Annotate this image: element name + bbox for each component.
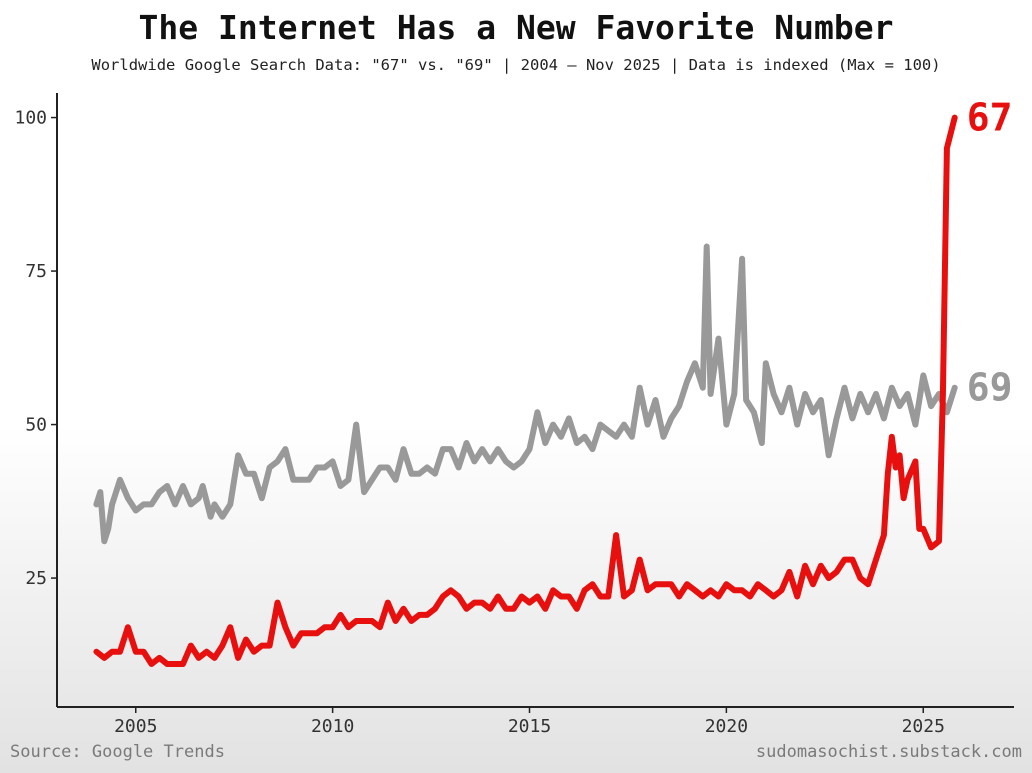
tick-marks: 25 50 75 100 2005 2010 2015 2020 2025 [14, 108, 944, 737]
x-tick-label: 2010 [311, 716, 354, 737]
source-note: Source: Google Trends [10, 742, 225, 762]
series-end-label-69: 69 [967, 366, 1013, 410]
credit-note: sudomasochist.substack.com [755, 742, 1022, 762]
x-tick-label: 2015 [508, 716, 551, 737]
axes [56, 93, 1014, 708]
y-tick-label: 100 [14, 108, 47, 129]
y-tick-label: 50 [25, 415, 47, 436]
y-tick-label: 25 [25, 568, 47, 589]
y-tick-label: 75 [25, 261, 47, 282]
end-labels: 69 67 [967, 96, 1013, 410]
chart-subtitle: Worldwide Google Search Data: "67" vs. "… [91, 56, 941, 74]
x-tick-label: 2025 [902, 716, 945, 737]
series-lines [93, 114, 958, 667]
series-line-69 [93, 243, 958, 545]
series-line-67 [93, 114, 958, 667]
series-end-label-67: 67 [967, 96, 1013, 140]
x-tick-label: 2005 [114, 716, 157, 737]
x-tick-label: 2020 [705, 716, 748, 737]
chart-title: The Internet Has a New Favorite Number [138, 8, 894, 47]
